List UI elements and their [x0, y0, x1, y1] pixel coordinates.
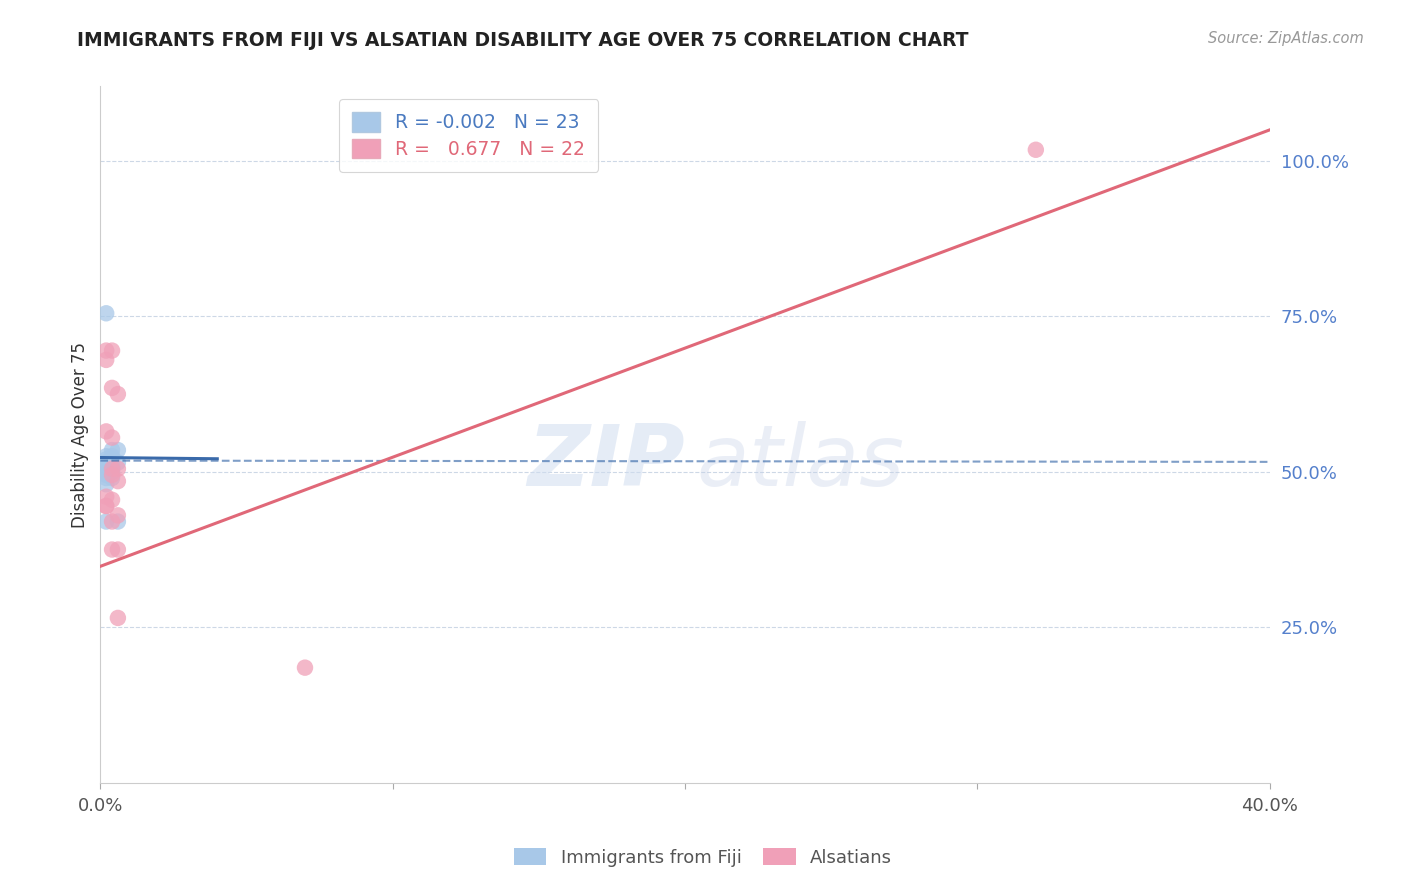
Text: atlas: atlas	[697, 421, 904, 504]
Point	[96, 450, 118, 464]
Point	[101, 461, 124, 475]
Point	[294, 660, 316, 674]
Point	[96, 465, 118, 479]
Point	[96, 455, 118, 469]
Point	[107, 461, 129, 475]
Point	[101, 515, 124, 529]
Point	[96, 499, 118, 513]
Point	[101, 458, 124, 473]
Point	[107, 611, 129, 625]
Point	[96, 477, 118, 491]
Point	[96, 343, 118, 358]
Point	[101, 381, 124, 395]
Point	[96, 458, 118, 473]
Point	[96, 465, 118, 479]
Legend: R = -0.002   N = 23, R =   0.677   N = 22: R = -0.002 N = 23, R = 0.677 N = 22	[339, 99, 599, 172]
Point	[107, 542, 129, 557]
Point	[96, 490, 118, 504]
Point	[101, 452, 124, 467]
Point	[107, 515, 129, 529]
Point	[101, 471, 124, 485]
Point	[96, 425, 118, 439]
Point	[107, 455, 129, 469]
Point	[96, 452, 118, 467]
Point	[96, 461, 118, 475]
Point	[101, 542, 124, 557]
Y-axis label: Disability Age Over 75: Disability Age Over 75	[72, 342, 89, 527]
Text: Source: ZipAtlas.com: Source: ZipAtlas.com	[1208, 31, 1364, 46]
Point	[101, 343, 124, 358]
Point	[101, 443, 124, 458]
Point	[96, 306, 118, 320]
Point	[96, 471, 118, 485]
Point	[101, 450, 124, 464]
Legend: Immigrants from Fiji, Alsatians: Immigrants from Fiji, Alsatians	[506, 841, 900, 874]
Point	[96, 515, 118, 529]
Point	[101, 465, 124, 479]
Point	[101, 492, 124, 507]
Point	[96, 455, 118, 469]
Point	[101, 461, 124, 475]
Point	[107, 508, 129, 523]
Point	[107, 443, 129, 458]
Point	[96, 499, 118, 513]
Point	[101, 431, 124, 445]
Point	[107, 387, 129, 401]
Point	[101, 467, 124, 482]
Text: IMMIGRANTS FROM FIJI VS ALSATIAN DISABILITY AGE OVER 75 CORRELATION CHART: IMMIGRANTS FROM FIJI VS ALSATIAN DISABIL…	[77, 31, 969, 50]
Point	[107, 474, 129, 488]
Point	[96, 467, 118, 482]
Text: ZIP: ZIP	[527, 421, 685, 504]
Point	[96, 352, 118, 367]
Point	[1025, 143, 1047, 157]
